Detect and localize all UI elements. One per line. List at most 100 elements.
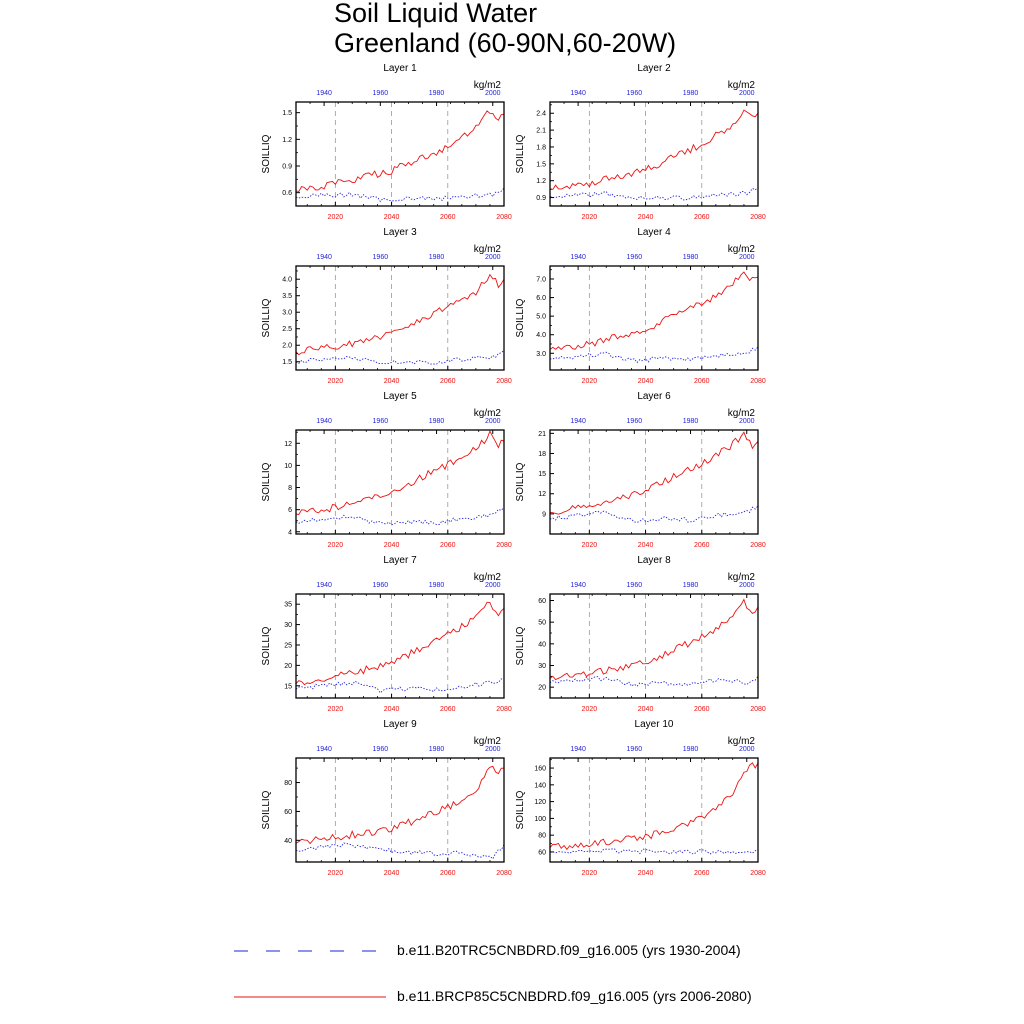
y-tick-label: 1.5 — [536, 161, 546, 168]
y-tick-label: 1.2 — [282, 137, 292, 144]
x-tick-label-top: 1960 — [373, 582, 389, 589]
series-line-historical — [295, 349, 505, 365]
x-tick-label-bottom: 2080 — [496, 214, 512, 221]
series-line-historical — [549, 187, 759, 201]
y-axis-label: SOILLIQ — [515, 298, 526, 337]
y-tick-label: 30 — [284, 622, 292, 629]
x-tick-label-bottom: 2060 — [440, 542, 456, 549]
plot-frame — [295, 593, 505, 699]
x-tick-label-top: 1980 — [429, 418, 445, 425]
panel-title: Layer 10 — [635, 719, 674, 730]
x-tick-label-bottom: 2060 — [440, 706, 456, 713]
x-tick-label-bottom: 2040 — [384, 706, 400, 713]
x-tick-label-bottom: 2020 — [582, 378, 598, 385]
y-tick-label: 5.0 — [536, 314, 546, 321]
panel-title: Layer 8 — [637, 555, 671, 566]
x-tick-label-top: 1960 — [373, 746, 389, 753]
x-tick-label-top: 1940 — [570, 90, 586, 97]
x-tick-label-bottom: 2020 — [328, 706, 344, 713]
x-tick-label-top: 1980 — [429, 746, 445, 753]
series-line-historical — [549, 676, 759, 687]
y-axis-label: SOILLIQ — [261, 626, 272, 665]
x-tick-label-bottom: 2040 — [638, 706, 654, 713]
x-tick-label-top: 1940 — [316, 254, 332, 261]
panel-layer-6: Layer 6 kg/m2 SOILLIQ 9 12 15 18 21 2020 2040 2060… — [515, 391, 766, 549]
panel-layer-9: Layer 9 kg/m2 SOILLIQ 40 60 80 2020 2040 2060 208… — [261, 719, 512, 877]
x-tick-label-bottom: 2020 — [328, 542, 344, 549]
y-tick-label: 60 — [538, 598, 546, 605]
chart-title: Soil Liquid Water Greenland (60-90N,60-2… — [334, 0, 676, 58]
legend-swatch-future — [234, 996, 386, 998]
y-tick-label: 1.5 — [282, 110, 292, 117]
x-tick-label-bottom: 2060 — [440, 378, 456, 385]
x-tick-label-top: 1940 — [316, 90, 332, 97]
units-label: kg/m2 — [474, 572, 502, 583]
panel-title: Layer 7 — [383, 555, 417, 566]
x-tick-label-top: 1940 — [570, 582, 586, 589]
y-tick-label: 0.9 — [282, 164, 292, 171]
x-tick-label-bottom: 2020 — [328, 214, 344, 221]
y-axis-label: SOILLIQ — [515, 134, 526, 173]
y-tick-label: 15 — [538, 471, 546, 478]
series-line-historical — [295, 187, 505, 203]
y-tick-label: 60 — [284, 809, 292, 816]
series-line-future — [549, 431, 759, 515]
x-tick-label-bottom: 2080 — [496, 542, 512, 549]
series-line-historical — [295, 678, 505, 694]
x-tick-label-top: 2000 — [739, 418, 755, 425]
units-label: kg/m2 — [728, 244, 756, 255]
y-axis-label: SOILLIQ — [515, 462, 526, 501]
panel-layer-7: Layer 7 kg/m2 SOILLIQ 15 20 25 30 35 2020 2040 206… — [261, 555, 512, 713]
x-tick-label-bottom: 2040 — [384, 214, 400, 221]
x-tick-label-top: 1960 — [373, 90, 389, 97]
y-tick-label: 6 — [288, 507, 292, 514]
x-tick-label-top: 2000 — [739, 582, 755, 589]
series-line-historical — [549, 848, 759, 855]
x-tick-label-bottom: 2040 — [638, 542, 654, 549]
y-tick-label: 20 — [284, 663, 292, 670]
y-tick-label: 0.9 — [536, 195, 546, 202]
x-tick-label-bottom: 2040 — [384, 870, 400, 877]
y-tick-label: 30 — [538, 663, 546, 670]
x-tick-label-top: 1940 — [316, 418, 332, 425]
x-tick-label-top: 2000 — [485, 746, 501, 753]
chart-title-line2: Greenland (60-90N,60-20W) — [334, 28, 677, 58]
y-tick-label: 2.1 — [536, 128, 546, 135]
y-tick-label: 120 — [534, 799, 546, 806]
series-line-historical — [295, 507, 505, 526]
x-tick-label-top: 1960 — [627, 418, 643, 425]
y-axis-label: SOILLIQ — [261, 134, 272, 173]
x-tick-label-bottom: 2040 — [638, 870, 654, 877]
x-tick-label-bottom: 2040 — [384, 542, 400, 549]
y-tick-label: 0.6 — [282, 190, 292, 197]
y-tick-label: 3.0 — [536, 351, 546, 358]
panel-title: Layer 3 — [383, 227, 417, 238]
units-label: kg/m2 — [728, 80, 756, 91]
x-tick-label-top: 1980 — [429, 90, 445, 97]
y-tick-label: 1.8 — [536, 144, 546, 151]
y-tick-label: 10 — [284, 463, 292, 470]
series-line-future — [549, 762, 759, 851]
series-line-future — [295, 429, 505, 515]
x-tick-label-top: 1940 — [316, 582, 332, 589]
y-tick-label: 21 — [538, 431, 546, 438]
x-tick-label-top: 2000 — [485, 418, 501, 425]
y-tick-label: 80 — [538, 833, 546, 840]
plot-frame — [549, 101, 759, 207]
panel-title: Layer 5 — [383, 391, 417, 402]
legend-item-future: b.e11.BRCP85C5CNBDRD.f09_g16.005 (yrs 20… — [234, 988, 834, 1008]
x-tick-label-top: 2000 — [485, 582, 501, 589]
x-tick-label-bottom: 2080 — [496, 870, 512, 877]
panel-layer-8: Layer 8 kg/m2 SOILLIQ 20 30 40 50 60 2020 2040 206… — [515, 555, 766, 713]
x-tick-label-bottom: 2040 — [384, 378, 400, 385]
y-tick-label: 12 — [538, 491, 546, 498]
y-tick-label: 15 — [284, 683, 292, 690]
x-tick-label-bottom: 2080 — [496, 706, 512, 713]
x-tick-label-bottom: 2080 — [750, 706, 766, 713]
panel-layer-4: Layer 4 kg/m2 SOILLIQ 3.0 4.0 5.0 6.0 7.0 2020 20… — [515, 227, 766, 385]
y-tick-label: 2.4 — [536, 111, 546, 118]
x-tick-label-top: 1940 — [570, 746, 586, 753]
x-tick-label-top: 1960 — [627, 582, 643, 589]
series-line-future — [295, 273, 505, 356]
